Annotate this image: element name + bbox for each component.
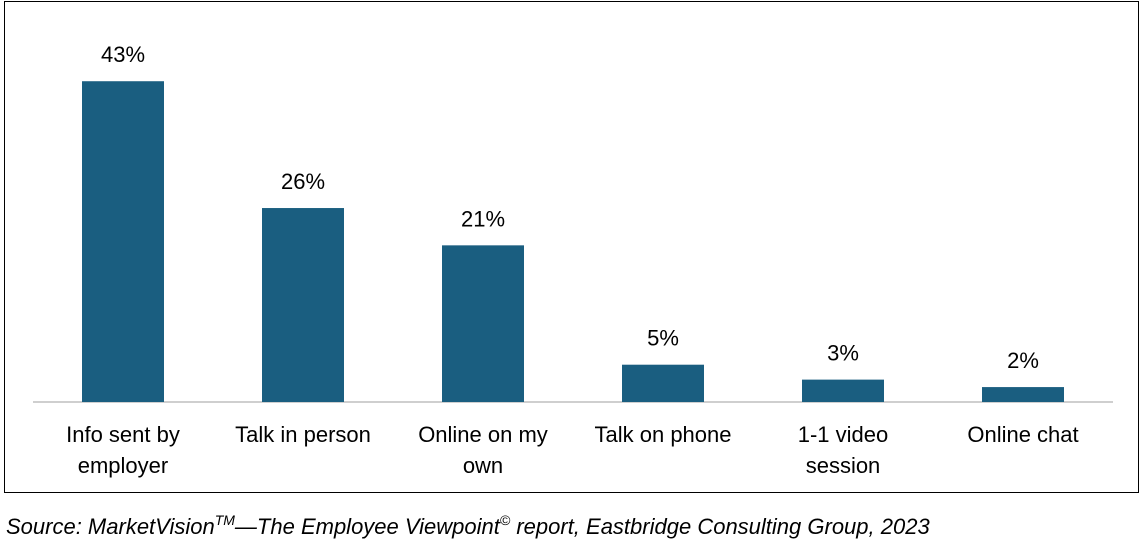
source-text: Source: MarketVision [6, 514, 215, 539]
x-tick-label: 1-1 video session [797, 422, 889, 478]
value-label: 5% [647, 326, 679, 351]
source-sup: TM [214, 512, 235, 528]
x-tick-label: Online chat [967, 422, 1079, 447]
source-text: report, Eastbridge Consulting Group, 202… [510, 514, 930, 539]
bar [82, 81, 164, 402]
source-text: —The Employee Viewpoint [234, 514, 500, 539]
bar [982, 387, 1064, 402]
bar [262, 208, 344, 402]
source-sup: © [499, 512, 511, 528]
value-label: 43% [101, 42, 145, 67]
bar [802, 379, 884, 402]
bar [622, 364, 704, 402]
bar [442, 245, 524, 402]
value-label: 26% [281, 169, 325, 194]
value-label: 2% [1007, 348, 1039, 373]
chart-frame [4, 1, 1139, 493]
value-label: 21% [461, 206, 505, 231]
value-label: 3% [827, 341, 859, 366]
x-tick-label: Talk in person [235, 422, 371, 447]
x-tick-label: Online on my own [418, 422, 548, 478]
x-tick-label: Talk on phone [594, 422, 732, 447]
source-note: Source: MarketVisionTM—The Employee View… [6, 512, 930, 540]
x-tick-label: Info sent by employer [66, 422, 180, 478]
